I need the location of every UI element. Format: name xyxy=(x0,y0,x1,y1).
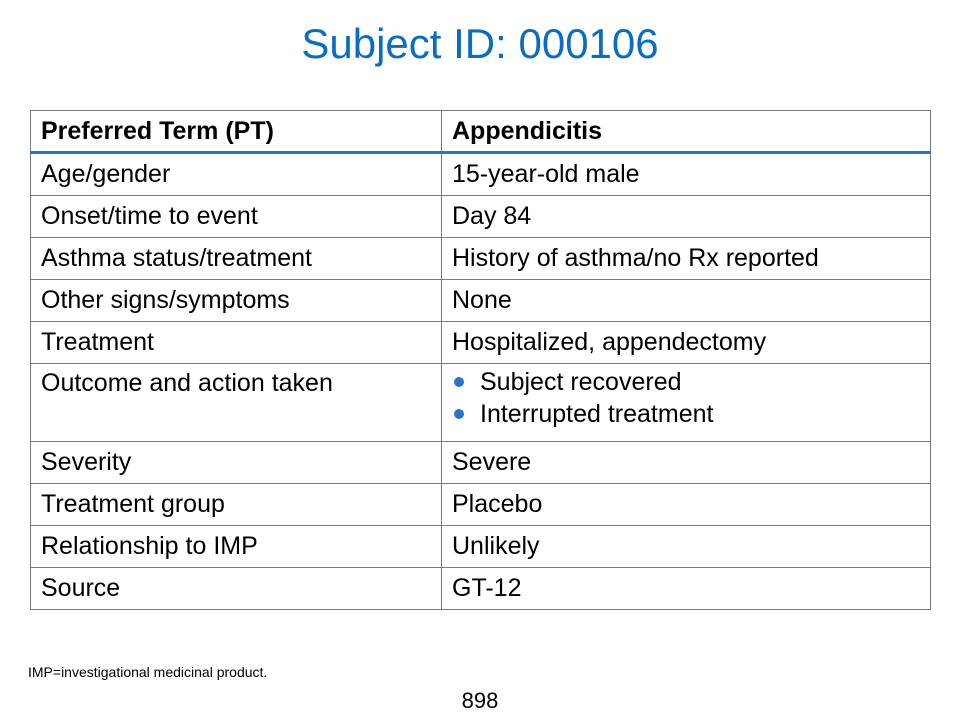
row-value-bullets: Subject recovered Interrupted treatment xyxy=(441,363,931,442)
table-header-row: Preferred Term (PT) Appendicitis xyxy=(30,110,931,154)
row-value: None xyxy=(441,279,931,322)
row-value: GT-12 xyxy=(441,567,931,610)
row-value: Placebo xyxy=(441,483,931,526)
row-value: Hospitalized, appendectomy xyxy=(441,321,931,364)
table-row: Treatment group Placebo xyxy=(30,483,931,526)
bullet-text: Interrupted treatment xyxy=(480,400,714,428)
header-value-cell: Appendicitis xyxy=(441,110,931,154)
row-value: Unlikely xyxy=(441,525,931,568)
row-value: History of asthma/no Rx reported xyxy=(441,237,931,280)
table-body: Age/gender 15-year-old male Onset/time t… xyxy=(30,152,931,610)
footnote: IMP=investigational medicinal product. xyxy=(28,664,268,680)
row-label: Age/gender xyxy=(30,152,442,196)
row-label: Severity xyxy=(30,441,442,484)
row-value: Severe xyxy=(441,441,931,484)
table-row: Treatment Hospitalized, appendectomy xyxy=(30,321,931,364)
bullet-list: Subject recovered Interrupted treatment xyxy=(452,366,920,430)
row-label: Treatment group xyxy=(30,483,442,526)
row-value: Day 84 xyxy=(441,195,931,238)
row-value: 15-year-old male xyxy=(441,152,931,196)
table-row: Relationship to IMP Unlikely xyxy=(30,525,931,568)
row-label: Other signs/symptoms xyxy=(30,279,442,322)
table-row: Onset/time to event Day 84 xyxy=(30,195,931,238)
page-number: 898 xyxy=(461,688,499,713)
adverse-event-table: Preferred Term (PT) Appendicitis Age/gen… xyxy=(30,110,931,610)
bullet-item: Interrupted treatment xyxy=(452,398,920,430)
table-row: Severity Severe xyxy=(30,441,931,484)
row-label: Asthma status/treatment xyxy=(30,237,442,280)
row-label: Outcome and action taken xyxy=(30,363,442,442)
row-label: Source xyxy=(30,567,442,610)
row-label: Treatment xyxy=(30,321,442,364)
row-label: Relationship to IMP xyxy=(30,525,442,568)
bullet-dot-icon xyxy=(454,409,464,419)
table-row: Source GT-12 xyxy=(30,567,931,610)
table-row: Asthma status/treatment History of asthm… xyxy=(30,237,931,280)
table-header: Preferred Term (PT) Appendicitis xyxy=(30,110,931,154)
table-row: Other signs/symptoms None xyxy=(30,279,931,322)
table-row: Age/gender 15-year-old male xyxy=(30,152,931,196)
table-row: Outcome and action taken Subject recover… xyxy=(30,363,931,442)
header-label-cell: Preferred Term (PT) xyxy=(30,110,442,154)
row-label: Onset/time to event xyxy=(30,195,442,238)
bullet-item: Subject recovered xyxy=(452,366,920,398)
bullet-text: Subject recovered xyxy=(480,368,682,396)
slide-title: Subject ID: 000106 xyxy=(301,20,659,67)
bullet-dot-icon xyxy=(454,377,464,387)
